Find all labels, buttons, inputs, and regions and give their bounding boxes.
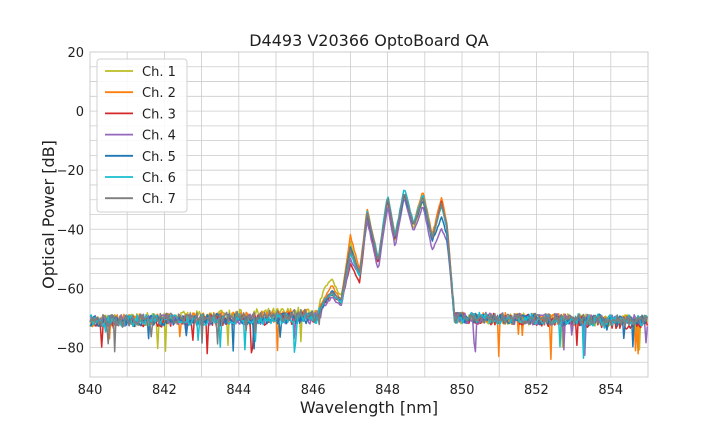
y-tick-label: −80 <box>57 341 84 356</box>
series-lines <box>89 189 649 361</box>
series-line-ch-7 <box>89 193 649 353</box>
x-tick-label: 846 <box>301 383 326 398</box>
legend-label-ch-5: Ch. 5 <box>142 150 176 165</box>
legend-label-ch-2: Ch. 2 <box>142 86 176 101</box>
y-axis-label: Optical Power [dB] <box>39 140 58 289</box>
legend-label-ch-6: Ch. 6 <box>142 171 176 186</box>
x-tick-label: 850 <box>450 383 475 398</box>
legend-label-ch-3: Ch. 3 <box>142 107 176 122</box>
y-tick-label: −40 <box>57 223 84 238</box>
plot-area-frame <box>89 51 649 378</box>
legend-label-ch-1: Ch. 1 <box>142 65 176 80</box>
y-tick-label: −20 <box>57 164 84 179</box>
x-tick-label: 854 <box>598 383 623 398</box>
x-tick-label: 842 <box>152 383 177 398</box>
legend: Ch. 1 Ch. 2 Ch. 3 Ch. 4 Ch. 5 Ch. 6 Ch. 7 <box>96 58 188 213</box>
x-tick-label: 840 <box>78 383 103 398</box>
y-tick-label: 0 <box>76 105 84 120</box>
y-axis-ticks: 20 0 −20 −40 −60 −80 <box>57 46 84 356</box>
y-tick-label: 20 <box>67 46 84 61</box>
x-tick-label: 852 <box>524 383 549 398</box>
x-axis-ticks: 840 842 844 846 848 850 852 854 <box>78 383 624 398</box>
x-tick-label: 848 <box>375 383 400 398</box>
x-axis-label: Wavelength [nm] <box>300 398 438 417</box>
legend-label-ch-7: Ch. 7 <box>142 192 176 207</box>
chart-title: D4493 V20366 OptoBoard QA <box>249 31 489 50</box>
legend-label-ch-4: Ch. 4 <box>142 129 176 144</box>
legend-box <box>96 58 188 213</box>
x-tick-label: 844 <box>226 383 251 398</box>
y-tick-label: −60 <box>57 282 84 297</box>
